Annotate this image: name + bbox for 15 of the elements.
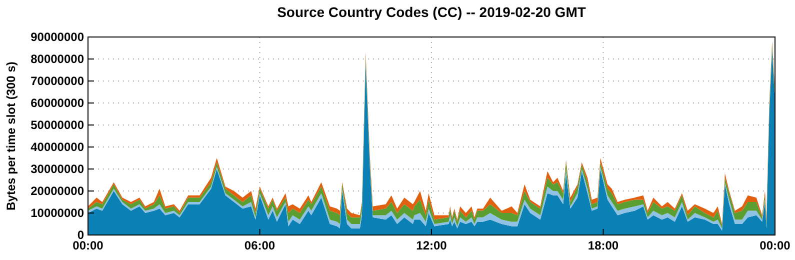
y-tick-label: 90000000 xyxy=(30,30,84,44)
x-tick-label: 00:00 xyxy=(760,238,791,253)
y-tick-label: 70000000 xyxy=(30,74,84,88)
x-tick-label: 12:00 xyxy=(416,238,448,253)
y-tick-label: 10000000 xyxy=(30,206,84,220)
y-tick-label: 80000000 xyxy=(30,52,84,66)
y-axis-title: Bytes per time slot (300 s) xyxy=(4,62,18,210)
y-tick-label: 20000000 xyxy=(30,184,84,198)
chart-title: Source Country Codes (CC) -- 2019-02-20 GMT xyxy=(277,4,586,20)
y-tick-label: 60000000 xyxy=(30,96,84,110)
y-tick-label: 30000000 xyxy=(30,162,84,176)
y-tick-label: 50000000 xyxy=(30,118,84,132)
y-tick-label: 40000000 xyxy=(30,140,84,154)
x-tick-label: 18:00 xyxy=(588,238,619,253)
x-tick-label: 06:00 xyxy=(244,238,276,253)
